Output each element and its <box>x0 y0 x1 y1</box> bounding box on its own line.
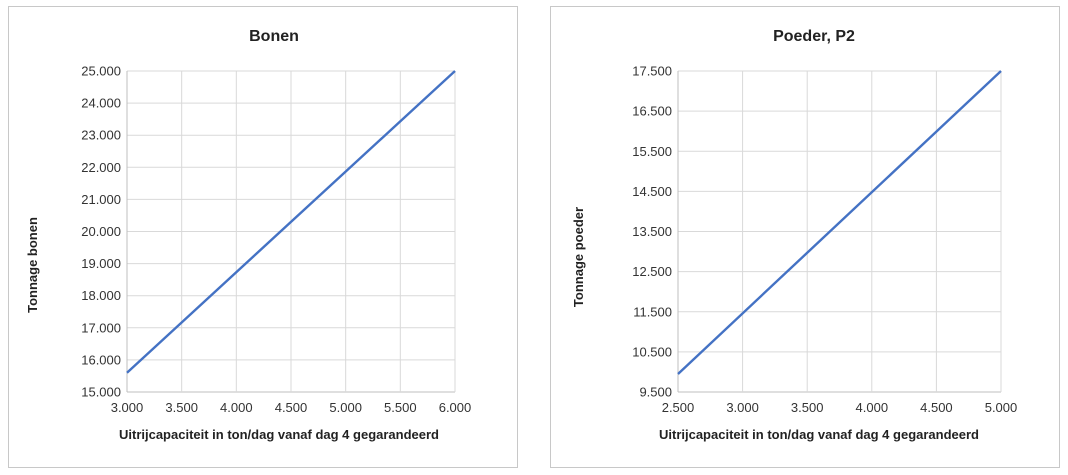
x-tick-label: 4.000 <box>856 400 889 415</box>
x-tick-label: 3.000 <box>111 400 144 415</box>
y-tick-label: 11.500 <box>633 304 672 319</box>
y-tick-label: 13.500 <box>632 224 672 239</box>
y-tick-label: 16.000 <box>81 352 121 367</box>
x-tick-label: 5.000 <box>985 400 1018 415</box>
y-tick-label: 17.500 <box>632 64 672 79</box>
x-tick-label: 6.000 <box>439 400 472 415</box>
y-tick-label: 15.500 <box>632 144 672 159</box>
x-tick-label: 4.500 <box>275 400 308 415</box>
x-tick-label: 2.500 <box>662 400 695 415</box>
series-line <box>126 70 456 374</box>
y-tick-label: 20.000 <box>81 224 121 239</box>
y-tick-label: 25.000 <box>81 64 121 79</box>
x-tick-label: 4.000 <box>220 400 253 415</box>
chart-poeder: Poeder, P2 Tonnage poeder Uitrijcapacite… <box>571 28 1018 442</box>
x-axis-title: Uitrijcapaciteit in ton/dag vanaf dag 4 … <box>119 427 439 442</box>
y-tick-label: 23.000 <box>81 128 121 143</box>
chart-bonen: Bonen Tonnage bonen Uitrijcapaciteit in … <box>25 28 472 442</box>
x-axis-title: Uitrijcapaciteit in ton/dag vanaf dag 4 … <box>659 427 979 442</box>
series-line <box>677 70 1002 375</box>
x-tick-label: 3.500 <box>791 400 824 415</box>
y-tick-label: 15.000 <box>81 385 121 400</box>
y-tick-label: 18.000 <box>81 288 121 303</box>
x-tick-label: 4.500 <box>920 400 953 415</box>
y-tick-label: 17.000 <box>81 320 121 335</box>
chart-title: Poeder, P2 <box>773 28 855 45</box>
x-tick-label: 3.000 <box>726 400 759 415</box>
x-tick-label: 3.500 <box>165 400 198 415</box>
chart-panel-bonen: Bonen Tonnage bonen Uitrijcapaciteit in … <box>8 6 518 468</box>
chart-title: Bonen <box>249 28 299 45</box>
y-tick-label: 10.500 <box>632 344 672 359</box>
y-tick-label: 16.500 <box>632 104 672 119</box>
y-tick-label: 19.000 <box>81 256 121 271</box>
y-tick-label: 9.500 <box>639 385 672 400</box>
x-tick-label: 5.500 <box>384 400 417 415</box>
chart-panel-poeder: Poeder, P2 Tonnage poeder Uitrijcapacite… <box>550 6 1060 468</box>
y-axis-title: Tonnage bonen <box>25 217 40 313</box>
y-tick-label: 22.000 <box>81 160 121 175</box>
y-tick-label: 14.500 <box>632 184 672 199</box>
y-axis-title: Tonnage poeder <box>571 207 586 307</box>
y-tick-label: 24.000 <box>81 96 121 111</box>
y-tick-label: 12.500 <box>632 264 672 279</box>
x-tick-label: 5.000 <box>329 400 362 415</box>
y-tick-label: 21.000 <box>81 192 121 207</box>
